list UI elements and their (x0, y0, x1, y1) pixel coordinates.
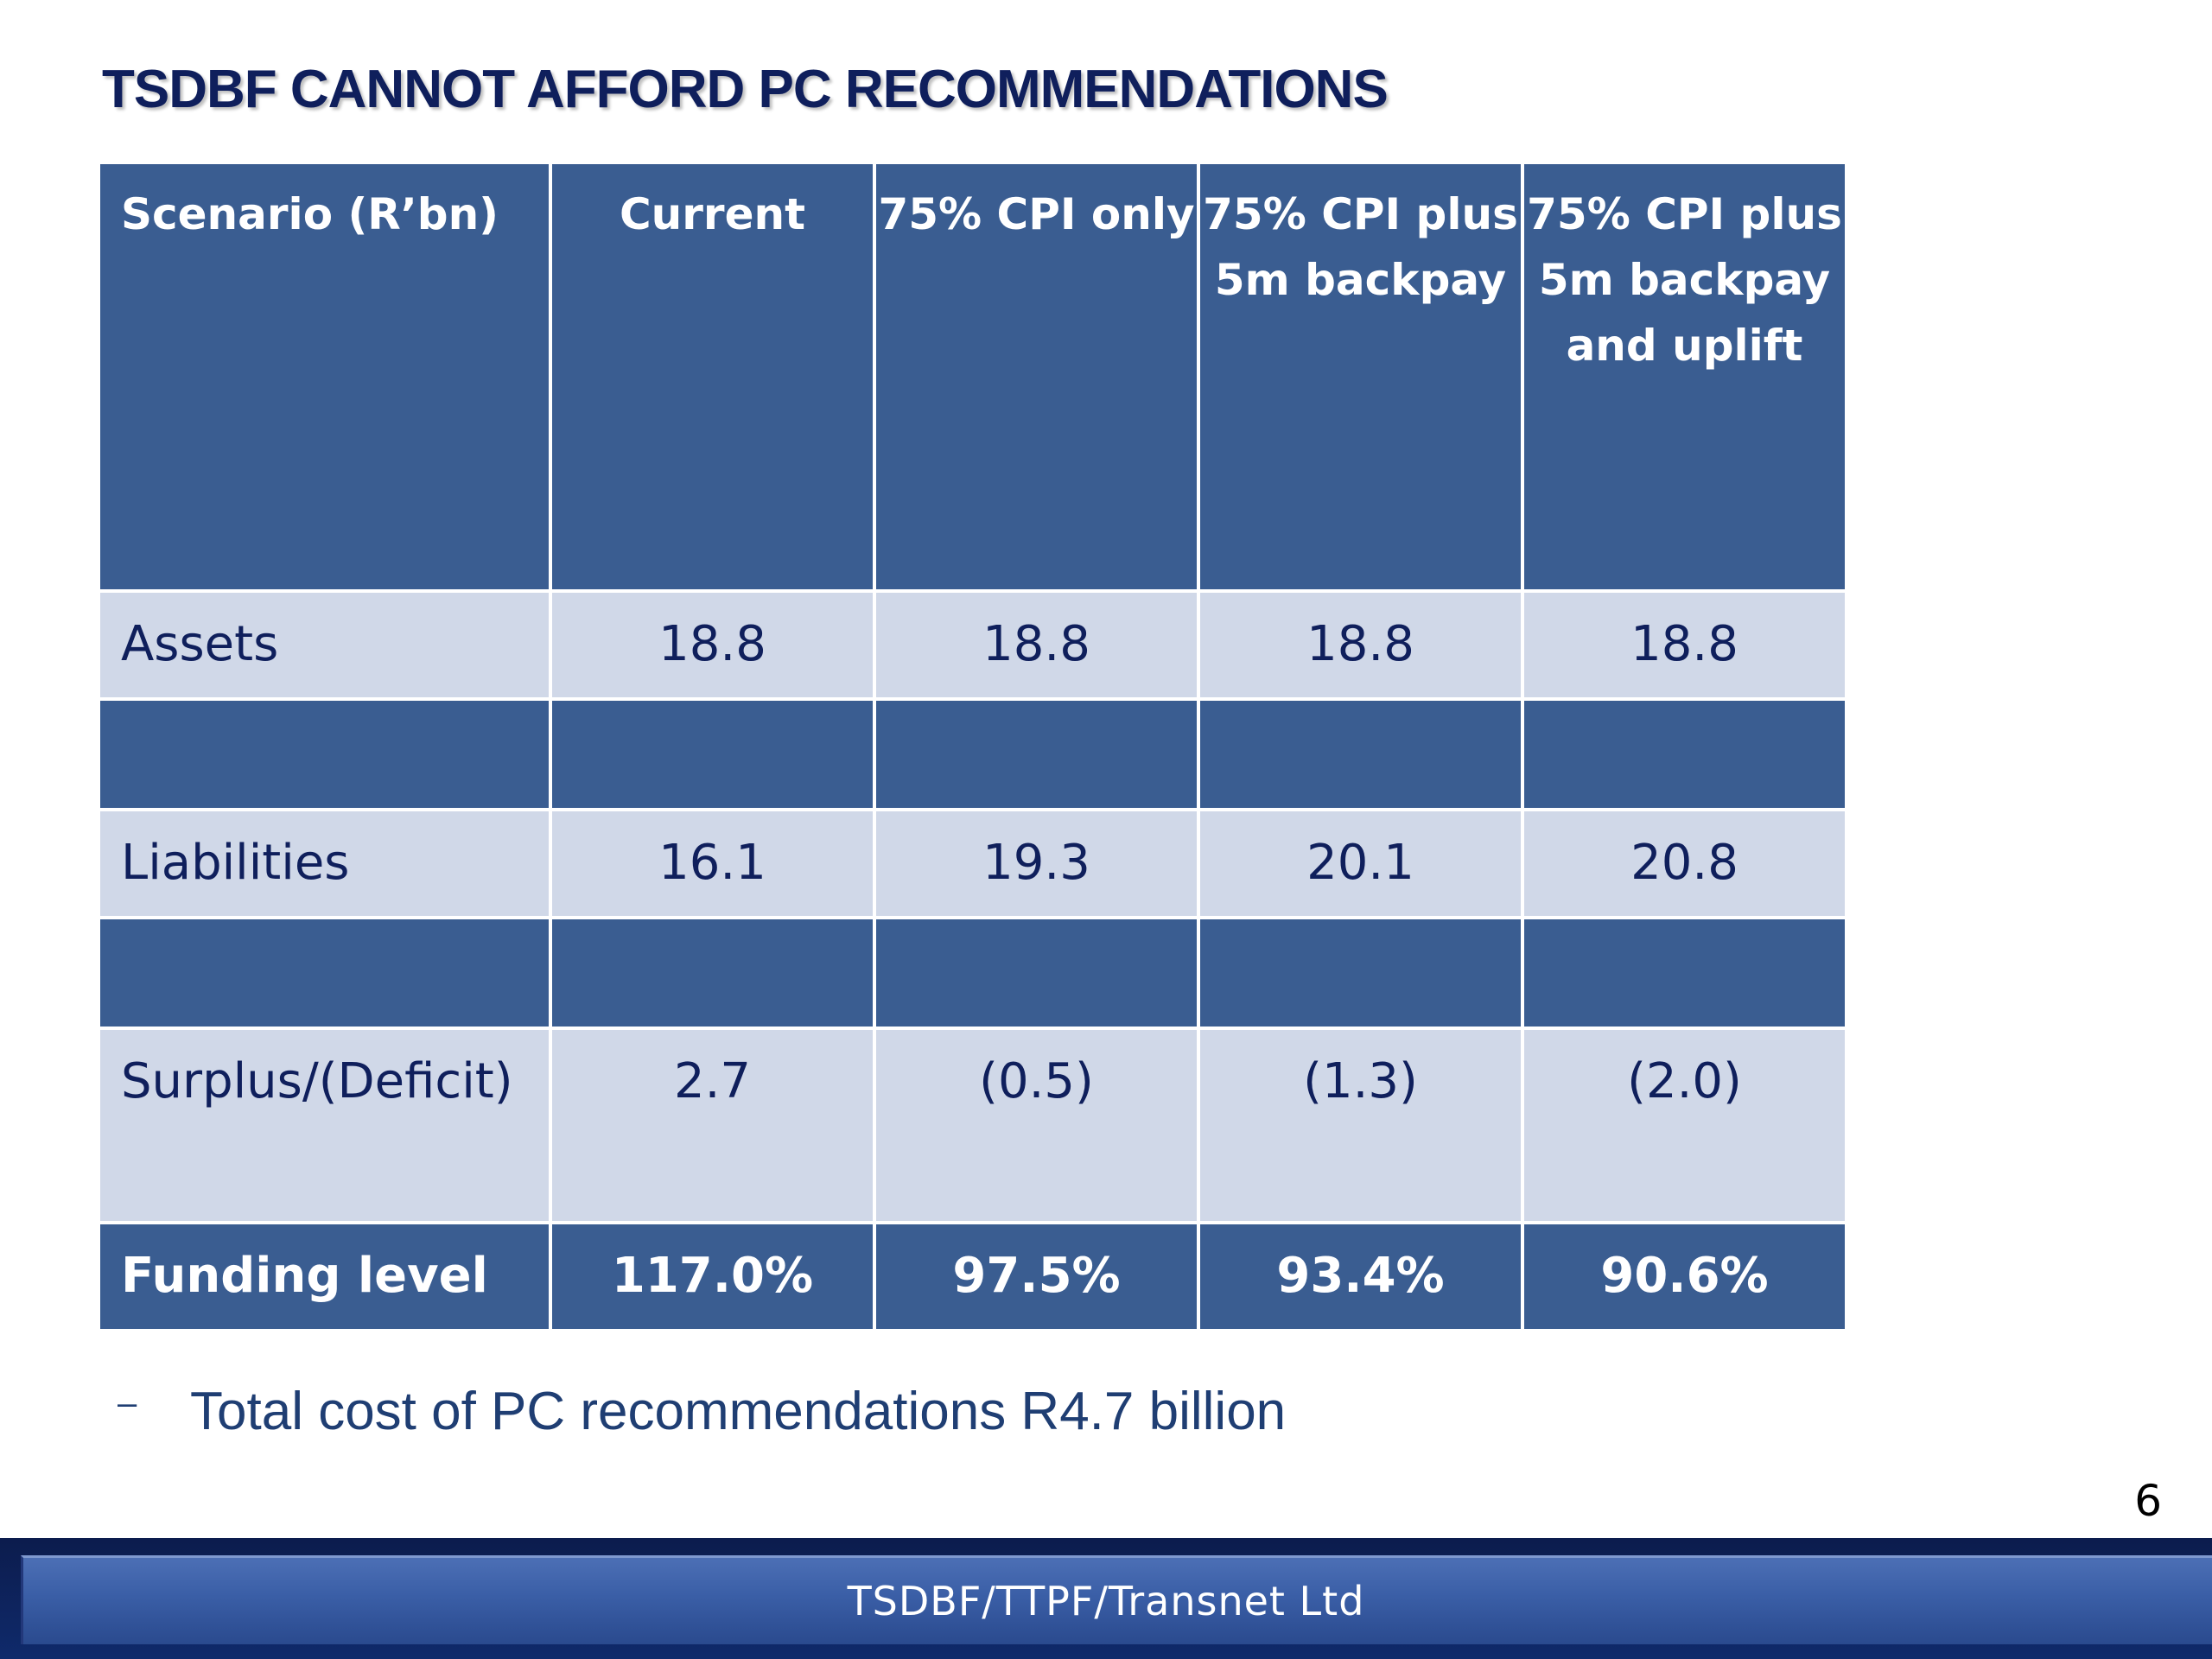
spacer-cell (1197, 916, 1524, 1030)
table-spacer-row (97, 916, 1848, 1030)
table-cell: 18.8 (873, 589, 1200, 701)
footer-band (21, 1555, 2212, 1644)
spacer-cell (1521, 916, 1848, 1030)
header-current: Current (549, 161, 876, 593)
header-cpi-only: 75% CPI only (873, 161, 1200, 593)
spacer-cell (1521, 697, 1848, 811)
table-cell: 117.0% (549, 1221, 876, 1332)
spacer-cell (97, 916, 552, 1030)
footer-text: TSDBF/TTPF/Transnet Ltd (847, 1578, 1365, 1624)
bullet-text: Total cost of PC recommendations R4.7 bi… (190, 1382, 1287, 1441)
table-cell: 18.8 (1197, 589, 1524, 701)
table-row-funding-level: Funding level 117.0% 97.5% 93.4% 90.6% (97, 1221, 1848, 1332)
table-cell: 18.8 (549, 589, 876, 701)
row-label: Assets (97, 589, 552, 701)
table-cell: 97.5% (873, 1221, 1200, 1332)
header-scenario: Scenario (R’bn) (97, 161, 552, 593)
table-header-row: Scenario (R’bn) Current 75% CPI only 75%… (97, 161, 1848, 593)
scenario-table: Scenario (R’bn) Current 75% CPI only 75%… (97, 161, 1848, 1332)
page-number: 6 (2134, 1476, 2162, 1526)
table-cell: (1.3) (1197, 1027, 1524, 1224)
spacer-cell (1197, 697, 1524, 811)
spacer-cell (549, 916, 876, 1030)
table-row-surplus: Surplus/(Deficit) 2.7 (0.5) (1.3) (2.0) (97, 1027, 1848, 1224)
table-cell: 90.6% (1521, 1221, 1848, 1332)
table-cell: 20.8 (1521, 808, 1848, 919)
footer-bar: TSDBF/TTPF/Transnet Ltd (0, 1538, 2212, 1659)
slide-title: TSDBF CANNOT AFFORD PC RECOMMENDATIONS (102, 60, 1389, 119)
table-spacer-row (97, 697, 1848, 811)
header-cpi-backpay-uplift: 75% CPI plus 5m backpay and uplift (1521, 161, 1848, 593)
row-label: Funding level (97, 1221, 552, 1332)
table-cell: 18.8 (1521, 589, 1848, 701)
table-cell: (0.5) (873, 1027, 1200, 1224)
spacer-cell (873, 916, 1200, 1030)
table-cell: 16.1 (549, 808, 876, 919)
table-cell: 19.3 (873, 808, 1200, 919)
table-cell: 2.7 (549, 1027, 876, 1224)
row-label: Surplus/(Deficit) (97, 1027, 552, 1224)
row-label: Liabilities (97, 808, 552, 919)
bullet-item: – Total cost of PC recommendations R4.7 b… (118, 1381, 1286, 1442)
table-cell: 20.1 (1197, 808, 1524, 919)
spacer-cell (549, 697, 876, 811)
spacer-cell (97, 697, 552, 811)
bullet-dash-icon: – (118, 1384, 137, 1422)
table-cell: 93.4% (1197, 1221, 1524, 1332)
spacer-cell (873, 697, 1200, 811)
table-row-assets: Assets 18.8 18.8 18.8 18.8 (97, 589, 1848, 701)
table-cell: (2.0) (1521, 1027, 1848, 1224)
table-row-liabilities: Liabilities 16.1 19.3 20.1 20.8 (97, 808, 1848, 919)
header-cpi-backpay: 75% CPI plus 5m backpay (1197, 161, 1524, 593)
